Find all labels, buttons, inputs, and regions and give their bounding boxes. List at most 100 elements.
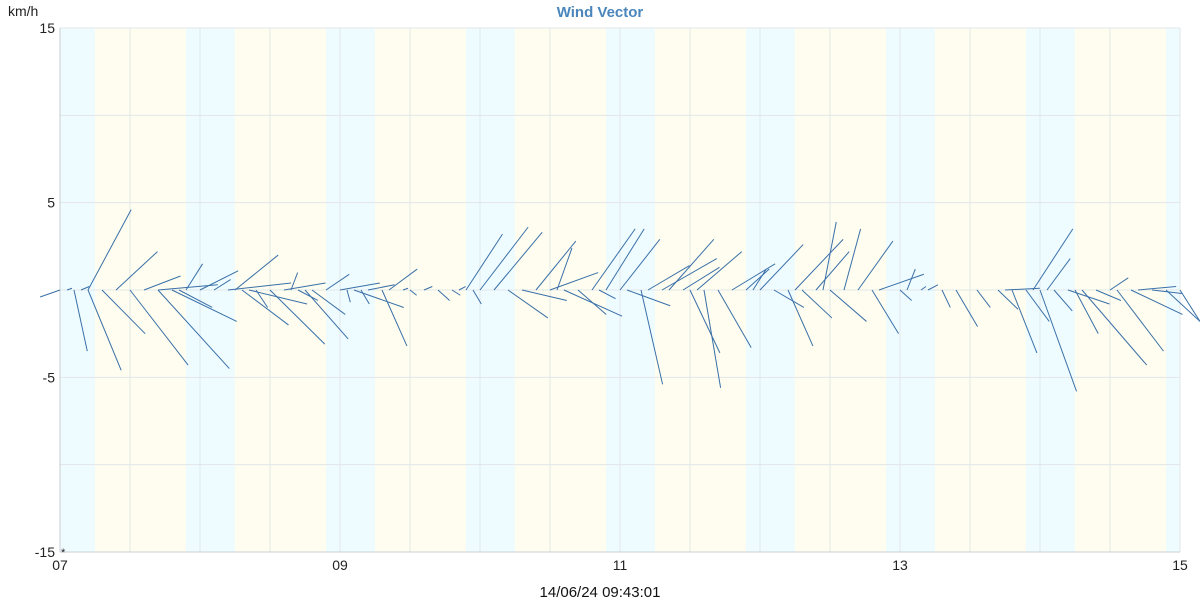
- wind-vector: [997, 289, 1019, 310]
- wind-vector: [703, 289, 722, 388]
- wind-vector: [1067, 289, 1110, 305]
- y-tick-label: 5: [47, 195, 55, 211]
- wind-vector: [661, 258, 718, 291]
- wind-vector: [1116, 289, 1164, 352]
- wind-vector: [1130, 289, 1183, 315]
- wind-vector: [745, 268, 770, 291]
- wind-vector: [752, 268, 767, 291]
- timestamp: 14/06/24 09:43:01: [539, 584, 661, 601]
- wind-vector: [1011, 289, 1038, 354]
- x-tick-label: 11: [613, 557, 628, 573]
- wind-vector: [857, 240, 894, 291]
- wind-vector: [556, 247, 573, 291]
- wind-vector: [297, 289, 319, 301]
- wind-vector: [458, 286, 466, 291]
- wind-vector: [367, 284, 395, 291]
- wind-vector: [899, 289, 912, 301]
- wind-vector: [304, 289, 349, 340]
- wind-vector: [717, 289, 752, 348]
- wind-vector: [381, 289, 408, 347]
- wind-vector: [1046, 258, 1071, 291]
- wind-vector: [731, 263, 776, 291]
- wind-vector: [479, 226, 529, 291]
- wind-vector: [311, 289, 346, 315]
- wind-vector: [619, 239, 661, 291]
- wind-vector: [388, 268, 418, 291]
- wind-vector: [871, 289, 899, 334]
- wind-vector: [73, 289, 88, 352]
- wind-vector: [521, 289, 567, 301]
- wind-vector: [360, 289, 370, 305]
- wind-vector: [1179, 289, 1200, 322]
- wind-vector: [115, 251, 158, 291]
- wind-vector: [976, 289, 991, 308]
- wind-vector: [1109, 277, 1129, 291]
- wind-vector: [451, 289, 461, 296]
- y-tick-label: -15: [35, 544, 55, 560]
- x-tick-label: 09: [332, 557, 348, 573]
- wind-vector: [227, 282, 292, 291]
- wind-vector: [1151, 289, 1182, 294]
- wind-vector: [689, 289, 721, 354]
- wind-vector: [598, 289, 616, 300]
- wind-vector: [682, 266, 720, 291]
- x-tick-label: 15: [1172, 557, 1188, 573]
- wind-vector: [465, 233, 503, 291]
- wind-vector: [1032, 228, 1074, 291]
- wind-vector: [878, 273, 924, 291]
- wind-vector: [325, 273, 350, 291]
- wind-vector: [787, 289, 814, 347]
- y-axis: 15 5 -5 -15: [35, 20, 55, 560]
- wind-vector: [409, 289, 417, 296]
- wind-vector: [80, 286, 90, 291]
- wind-vector: [906, 268, 916, 291]
- wind-vector: [507, 289, 549, 319]
- wind-vector: [640, 289, 664, 385]
- wind-vector: [129, 289, 189, 366]
- wind-vector: [626, 289, 671, 307]
- wind-vector: [339, 282, 380, 291]
- wind-vector: [1053, 289, 1073, 312]
- wind-vector: [437, 289, 450, 301]
- origin-marker: *: [61, 547, 66, 559]
- wind-vector: [1074, 289, 1099, 334]
- wind-vector: [1137, 286, 1177, 291]
- wind-vector: [493, 232, 543, 291]
- wind-vector: [1165, 289, 1200, 322]
- wind-vector: [815, 251, 850, 291]
- wind-vector: [199, 270, 239, 291]
- wind-vector: [668, 239, 715, 291]
- wind-vector: [66, 287, 73, 291]
- wind-vector: [941, 289, 951, 308]
- wind-vector: [255, 289, 269, 308]
- wind-vector: [773, 289, 805, 308]
- wind-vector: [290, 272, 299, 291]
- wind-vector: [759, 244, 804, 291]
- wind-vector: [794, 239, 844, 291]
- chart-title: Wind Vector: [556, 4, 644, 21]
- wind-vector: [402, 287, 409, 291]
- wind-vector: [346, 289, 351, 303]
- y-tick-label: 15: [39, 20, 55, 36]
- wind-vector: [269, 289, 326, 345]
- wind-vector: [423, 286, 433, 291]
- wind-vector: [1025, 289, 1050, 322]
- wind-vector: [801, 289, 833, 319]
- wind-vector: [39, 289, 61, 298]
- wind-vector: [248, 289, 308, 305]
- wind-vector: [1095, 289, 1122, 301]
- wind-vector: [213, 279, 231, 291]
- wind-vector: [829, 289, 867, 322]
- wind-vector: [241, 289, 289, 326]
- wind-vector: [143, 275, 181, 291]
- wind-vector: [955, 289, 979, 327]
- wind-vector: [171, 289, 237, 322]
- wind-vector: [696, 251, 743, 291]
- wind-vector: [157, 289, 230, 369]
- wind-vector: [577, 289, 607, 315]
- y-tick-label: -5: [43, 369, 56, 385]
- wind-vectors: [39, 209, 1200, 392]
- wind-vector: [535, 240, 577, 291]
- grid-lines: [59, 27, 1181, 553]
